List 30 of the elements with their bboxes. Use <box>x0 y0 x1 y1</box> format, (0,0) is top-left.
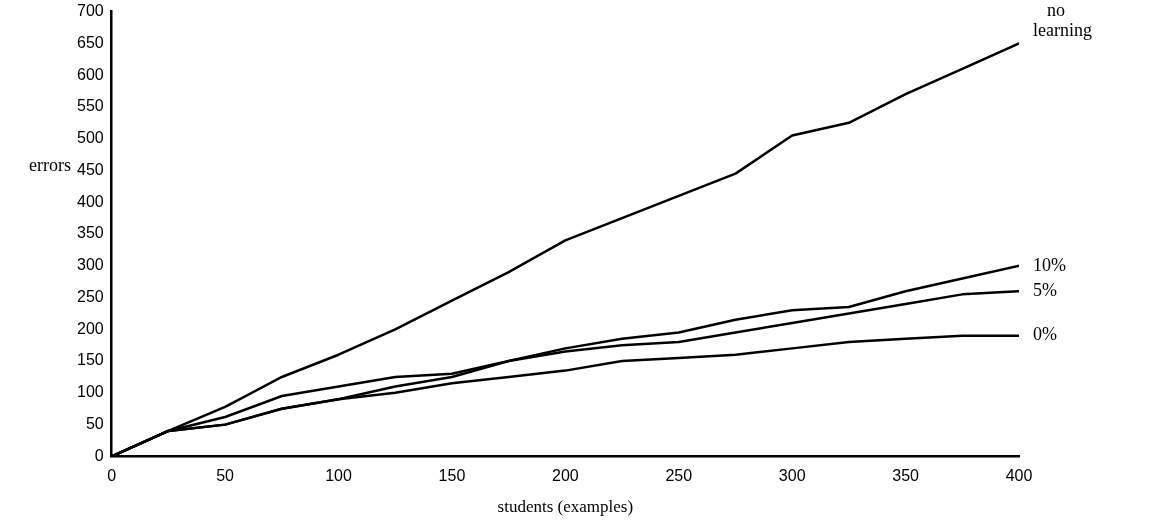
x-tick-label: 300 <box>778 467 806 485</box>
y-tick-label: 450 <box>76 160 104 178</box>
y-tick-label: 600 <box>76 65 104 83</box>
y-axis-title: errors <box>29 155 71 176</box>
y-tick-label: 0 <box>94 446 104 464</box>
series-label: 0% <box>1033 324 1057 345</box>
series-label: 5% <box>1033 279 1057 300</box>
x-tick-label: 350 <box>892 467 920 485</box>
y-tick-label: 550 <box>76 97 104 115</box>
x-tick-label: 100 <box>325 467 352 485</box>
x-tick-label: 250 <box>665 467 693 485</box>
y-tick-label: 500 <box>76 129 104 147</box>
y-tick-label: 350 <box>76 224 104 242</box>
x-tick-label: 0 <box>107 467 117 485</box>
y-tick-label: 700 <box>76 2 104 20</box>
y-tick-label: 100 <box>76 383 104 401</box>
series-label: no learning <box>1033 0 1092 41</box>
y-tick-label: 400 <box>76 192 104 210</box>
y-tick-label: 150 <box>76 351 104 369</box>
series-label: 10% <box>1033 254 1066 275</box>
y-tick-label: 650 <box>76 33 104 51</box>
x-axis-title: students (examples) <box>497 497 634 517</box>
x-tick-label: 400 <box>1005 467 1033 485</box>
x-tick-label: 150 <box>438 467 466 485</box>
y-tick-label: 50 <box>85 415 104 433</box>
y-tick-label: 250 <box>76 287 104 305</box>
x-tick-label: 50 <box>216 467 235 485</box>
y-tick-label: 200 <box>76 319 104 337</box>
x-tick-label: 200 <box>552 467 579 485</box>
y-tick-label: 300 <box>76 256 104 274</box>
